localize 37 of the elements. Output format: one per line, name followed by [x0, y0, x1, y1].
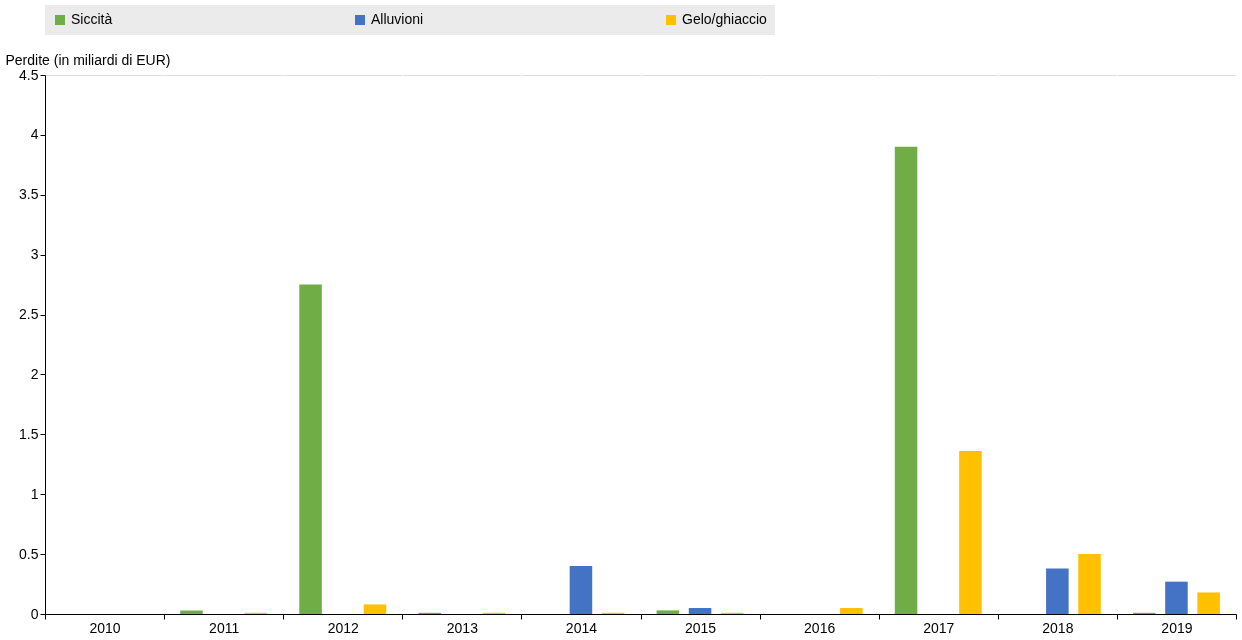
x-tick-label: 2011 — [209, 619, 240, 636]
bar — [1197, 592, 1220, 614]
y-tick-label: 1 — [30, 485, 39, 502]
x-tick-label: 2019 — [1161, 619, 1193, 636]
y-tick-label: 0 — [30, 605, 39, 622]
bar — [180, 610, 203, 614]
y-tick-label: 3.5 — [19, 186, 39, 203]
y-tick-label: 0.5 — [19, 545, 39, 562]
bar — [1165, 581, 1188, 614]
y-tick-label: 4.5 — [19, 66, 39, 83]
bar — [1078, 554, 1101, 614]
x-tick-label: 2017 — [923, 619, 955, 636]
x-tick-label: 2013 — [446, 619, 479, 636]
bar — [688, 608, 712, 614]
bar — [656, 610, 680, 614]
legend-label: Siccità — [71, 11, 113, 27]
y-axis-title: Perdite (in miliardi di EUR) — [5, 51, 171, 68]
bar — [1046, 568, 1069, 614]
x-tick-label: 2015 — [684, 619, 717, 636]
y-tick-label: 3 — [30, 246, 39, 263]
bar — [299, 284, 322, 614]
y-tick-label: 4 — [30, 126, 39, 143]
bar — [894, 146, 918, 614]
x-tick-label: 2018 — [1042, 619, 1074, 636]
legend-label: Alluvioni — [371, 11, 424, 27]
y-tick-label: 1.5 — [19, 425, 39, 442]
x-tick-label: 2014 — [565, 619, 598, 636]
x-tick-label: 2012 — [327, 619, 360, 636]
legend-label: Gelo/ghiaccio — [682, 11, 768, 27]
bar — [363, 604, 387, 614]
y-tick-label: 2.5 — [19, 306, 39, 323]
y-tick-label: 2 — [30, 365, 39, 382]
bar — [840, 608, 863, 614]
bar — [569, 566, 593, 614]
x-tick-label: 2016 — [804, 619, 836, 636]
bar — [959, 451, 982, 614]
x-tick-label: 2010 — [89, 619, 121, 636]
